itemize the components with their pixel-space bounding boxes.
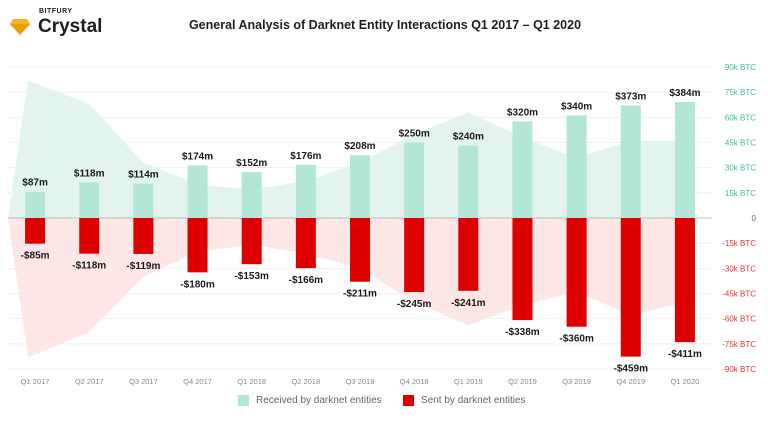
bar-received <box>187 165 208 218</box>
x-tick-label: Q4 2019 <box>616 377 645 386</box>
diamond-icon <box>10 19 30 35</box>
bar-received <box>566 115 587 218</box>
bar-received <box>295 164 316 218</box>
bar-received <box>350 155 370 218</box>
x-tick-label: Q1 2019 <box>454 377 483 386</box>
data-label-sent: -$119m <box>126 261 160 272</box>
data-label-sent: -$211m <box>343 289 377 300</box>
y-tick-label-right: 75k BTC <box>725 88 756 97</box>
data-label-sent: -$245m <box>397 299 432 310</box>
data-label-received: $87m <box>22 178 48 189</box>
y-tick-label-right: 0 <box>752 214 757 223</box>
data-label-received: $240m <box>453 132 484 143</box>
bar-received <box>133 183 154 218</box>
legend-label-received: Received by darknet entities <box>256 395 382 406</box>
bar-sent <box>566 218 587 327</box>
data-label-sent: -$338m <box>505 327 540 338</box>
data-label-sent: -$85m <box>21 251 50 262</box>
data-label-received: $340m <box>561 101 592 112</box>
crystal-logo: BITFURY Crystal <box>10 8 130 42</box>
data-label-sent: -$153m <box>234 271 269 282</box>
x-tick-label: Q1 2017 <box>21 377 50 386</box>
bar-received <box>512 121 533 218</box>
x-tick-label: Q4 2018 <box>400 377 429 386</box>
bar-sent <box>350 218 370 282</box>
x-tick-label: Q1 2018 <box>237 377 266 386</box>
y-tick-label-right: -90k BTC <box>722 365 756 374</box>
x-tick-label: Q4 2017 <box>183 377 212 386</box>
x-tick-label: Q3 2018 <box>346 377 375 386</box>
data-label-sent: -$241m <box>451 298 486 309</box>
data-label-received: $174m <box>182 151 213 162</box>
bar-received <box>25 191 46 218</box>
x-tick-label: Q3 2017 <box>129 377 158 386</box>
y-tick-label-right: -15k BTC <box>722 239 756 248</box>
y-tick-label-right: 60k BTC <box>725 113 756 122</box>
data-label-sent: -$411m <box>668 349 702 360</box>
x-tick-label: Q2 2019 <box>508 377 537 386</box>
y-tick-label-right: -60k BTC <box>722 315 756 324</box>
y-tick-label-right: 90k BTC <box>725 63 756 72</box>
data-label-sent: -$118m <box>72 261 106 272</box>
bar-sent <box>674 218 695 343</box>
bar-sent <box>25 218 46 244</box>
bar-sent <box>295 218 316 269</box>
bar-sent <box>512 218 533 321</box>
brand-small-label: BITFURY <box>39 8 73 15</box>
legend-item-sent: Sent by darknet entities <box>403 395 526 406</box>
data-label-sent: -$459m <box>614 364 649 375</box>
x-tick-label: Q2 2017 <box>75 377 104 386</box>
data-label-received: $152m <box>236 158 267 169</box>
y-tick-label-right: -75k BTC <box>722 340 756 349</box>
bar-received <box>79 182 100 218</box>
x-tick-label: Q3 2019 <box>562 377 591 386</box>
bar-received <box>620 105 641 218</box>
bar-received <box>458 145 479 218</box>
bar-sent <box>404 218 425 292</box>
data-label-received: $208m <box>344 141 375 152</box>
data-label-sent: -$360m <box>559 334 594 345</box>
bar-sent <box>620 218 641 357</box>
data-label-received: $114m <box>128 170 159 181</box>
legend-swatch-sent <box>403 395 414 406</box>
legend-item-received: Received by darknet entities <box>238 395 382 406</box>
data-label-received: $320m <box>507 107 538 118</box>
y-tick-label-right: 30k BTC <box>725 164 756 173</box>
diamond-facet <box>10 24 30 35</box>
data-label-received: $250m <box>399 129 430 140</box>
data-label-sent: -$180m <box>180 279 215 290</box>
x-tick-label: Q1 2020 <box>671 377 700 386</box>
data-label-received: $384m <box>669 88 700 99</box>
bar-received <box>674 102 695 218</box>
data-label-received: $118m <box>74 168 105 179</box>
y-tick-label-right: 45k BTC <box>725 139 756 148</box>
bar-sent <box>458 218 479 291</box>
data-label-received: $176m <box>290 151 321 162</box>
x-tick-label: Q2 2018 <box>291 377 320 386</box>
bar-sent <box>133 218 154 254</box>
data-label-sent: -$166m <box>289 275 324 286</box>
bar-sent <box>79 218 100 254</box>
data-label-received: $373m <box>615 91 646 102</box>
brand-name: Crystal <box>38 16 103 37</box>
bar-received <box>241 172 262 218</box>
y-tick-label-right: -45k BTC <box>722 290 756 299</box>
bar-received <box>404 142 425 218</box>
legend-label-sent: Sent by darknet entities <box>421 395 526 406</box>
bar-sent <box>241 218 262 265</box>
y-tick-label-right: -30k BTC <box>722 264 756 273</box>
y-tick-label-right: 15k BTC <box>725 189 756 198</box>
legend-swatch-received <box>238 395 249 406</box>
chart-title: General Analysis of Darknet Entity Inter… <box>188 18 582 32</box>
bar-sent <box>187 218 208 273</box>
